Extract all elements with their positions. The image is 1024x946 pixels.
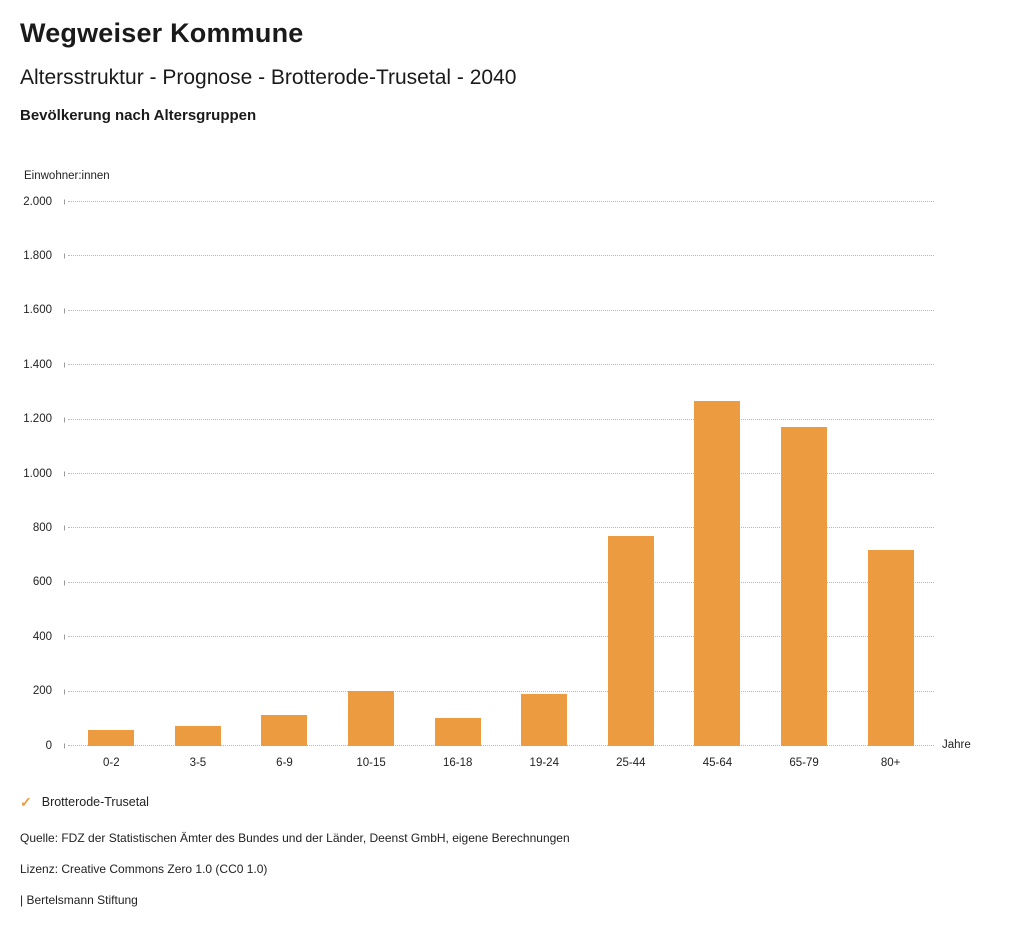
y-tick-label: 1.200 bbox=[23, 412, 52, 425]
gridline bbox=[68, 745, 934, 746]
bar-column bbox=[68, 202, 155, 746]
bar-column bbox=[501, 202, 588, 746]
gridline bbox=[68, 309, 934, 311]
y-tick-label: 600 bbox=[32, 576, 52, 589]
x-tick-label: 16-18 bbox=[442, 757, 473, 769]
gridline bbox=[68, 690, 934, 692]
y-axis-title: Einwohner:innen bbox=[24, 170, 110, 182]
footer-license: Lizenz: Creative Commons Zero 1.0 (CC0 1… bbox=[20, 862, 268, 876]
bar-45-64[interactable] bbox=[694, 400, 741, 746]
bar-column bbox=[847, 202, 934, 746]
page-root: Wegweiser Kommune Altersstruktur - Progn… bbox=[20, 18, 1004, 907]
footer-source: Quelle: FDZ der Statistischen Ämter des … bbox=[20, 831, 570, 845]
y-tick-label: 1.800 bbox=[23, 249, 52, 262]
x-tick-label: 0-2 bbox=[102, 757, 120, 769]
y-tick-mark bbox=[64, 308, 65, 314]
bar-6-9[interactable] bbox=[261, 715, 308, 746]
bar-column bbox=[588, 202, 675, 746]
bar-16-18[interactable] bbox=[434, 717, 481, 746]
x-axis-title: Jahre bbox=[942, 739, 971, 751]
bar-column bbox=[674, 202, 761, 746]
footer: Quelle: FDZ der Statistischen Ämter des … bbox=[20, 831, 1004, 907]
y-tick-label: 1.400 bbox=[23, 358, 52, 371]
x-tick-label: 80+ bbox=[880, 757, 901, 769]
y-tick-mark bbox=[64, 199, 65, 205]
y-tick-mark bbox=[64, 417, 65, 423]
footer-attribution: | Bertelsmann Stiftung bbox=[20, 893, 138, 907]
bar-column bbox=[241, 202, 328, 746]
y-tick-label: 400 bbox=[32, 630, 52, 643]
y-tick-mark bbox=[64, 362, 65, 368]
gridline bbox=[68, 636, 934, 638]
bar-0-2[interactable] bbox=[88, 729, 135, 746]
legend-label[interactable]: Brotterode-Trusetal bbox=[41, 795, 149, 809]
y-tick-label: 1.000 bbox=[23, 467, 52, 480]
bar-3-5[interactable] bbox=[174, 726, 221, 746]
x-tick-label: 65-79 bbox=[789, 757, 819, 769]
check-icon: ✓ bbox=[20, 794, 32, 810]
x-tick-label: 45-64 bbox=[702, 757, 733, 769]
y-tick-label: 800 bbox=[32, 521, 52, 534]
y-tick-mark bbox=[64, 580, 65, 586]
gridline bbox=[68, 418, 934, 420]
bar-19-24[interactable] bbox=[521, 694, 568, 746]
plot-area: Jahre 0 200 400 600 800 1.000 1.200 1.400 1.600 1… bbox=[23, 196, 971, 751]
y-tick-label: 1.600 bbox=[23, 304, 52, 317]
x-tick-label: 19-24 bbox=[529, 757, 559, 769]
y-tick-mark bbox=[64, 689, 65, 695]
x-tick-label: 10-15 bbox=[356, 757, 386, 769]
bar-column bbox=[328, 202, 415, 746]
gridline bbox=[68, 255, 934, 257]
page-subtitle: Altersstruktur - Prognose - Brotterode-T… bbox=[20, 66, 517, 89]
y-tick-label: 200 bbox=[32, 684, 52, 697]
bar-80+[interactable] bbox=[867, 549, 914, 746]
bar-10-15[interactable] bbox=[348, 691, 395, 746]
gridline bbox=[68, 473, 934, 474]
gridline bbox=[68, 364, 934, 366]
chart-heading: Bevölkerung nach Altersgruppen bbox=[20, 107, 257, 124]
x-axis-labels: 0-2 3-5 6-9 10-15 16-18 19-24 25-44 45-64 65-79 8… bbox=[68, 746, 934, 769]
bar-column bbox=[414, 202, 501, 746]
y-tick-label: 2.000 bbox=[23, 195, 52, 208]
gridline bbox=[68, 581, 934, 583]
y-tick-mark bbox=[64, 471, 65, 477]
y-tick-mark bbox=[64, 743, 65, 749]
x-tick-label: 25-44 bbox=[616, 757, 646, 769]
gridline bbox=[68, 527, 934, 529]
bar-column bbox=[761, 202, 848, 746]
y-tick-mark bbox=[64, 525, 65, 531]
legend: ✓ Brotterode-Trusetal bbox=[20, 795, 1004, 809]
page-title: Wegweiser Kommune bbox=[20, 18, 304, 48]
bar-column bbox=[155, 202, 242, 746]
x-tick-label: 3-5 bbox=[189, 757, 207, 769]
gridline bbox=[68, 201, 934, 202]
y-tick-mark bbox=[64, 634, 65, 640]
x-tick-label: 6-9 bbox=[276, 757, 293, 769]
y-tick-label: 0 bbox=[45, 739, 52, 752]
bar-series bbox=[68, 202, 934, 746]
bar-25-44[interactable] bbox=[607, 536, 654, 746]
bar-65-79[interactable] bbox=[781, 427, 828, 746]
y-tick-mark bbox=[64, 253, 65, 259]
